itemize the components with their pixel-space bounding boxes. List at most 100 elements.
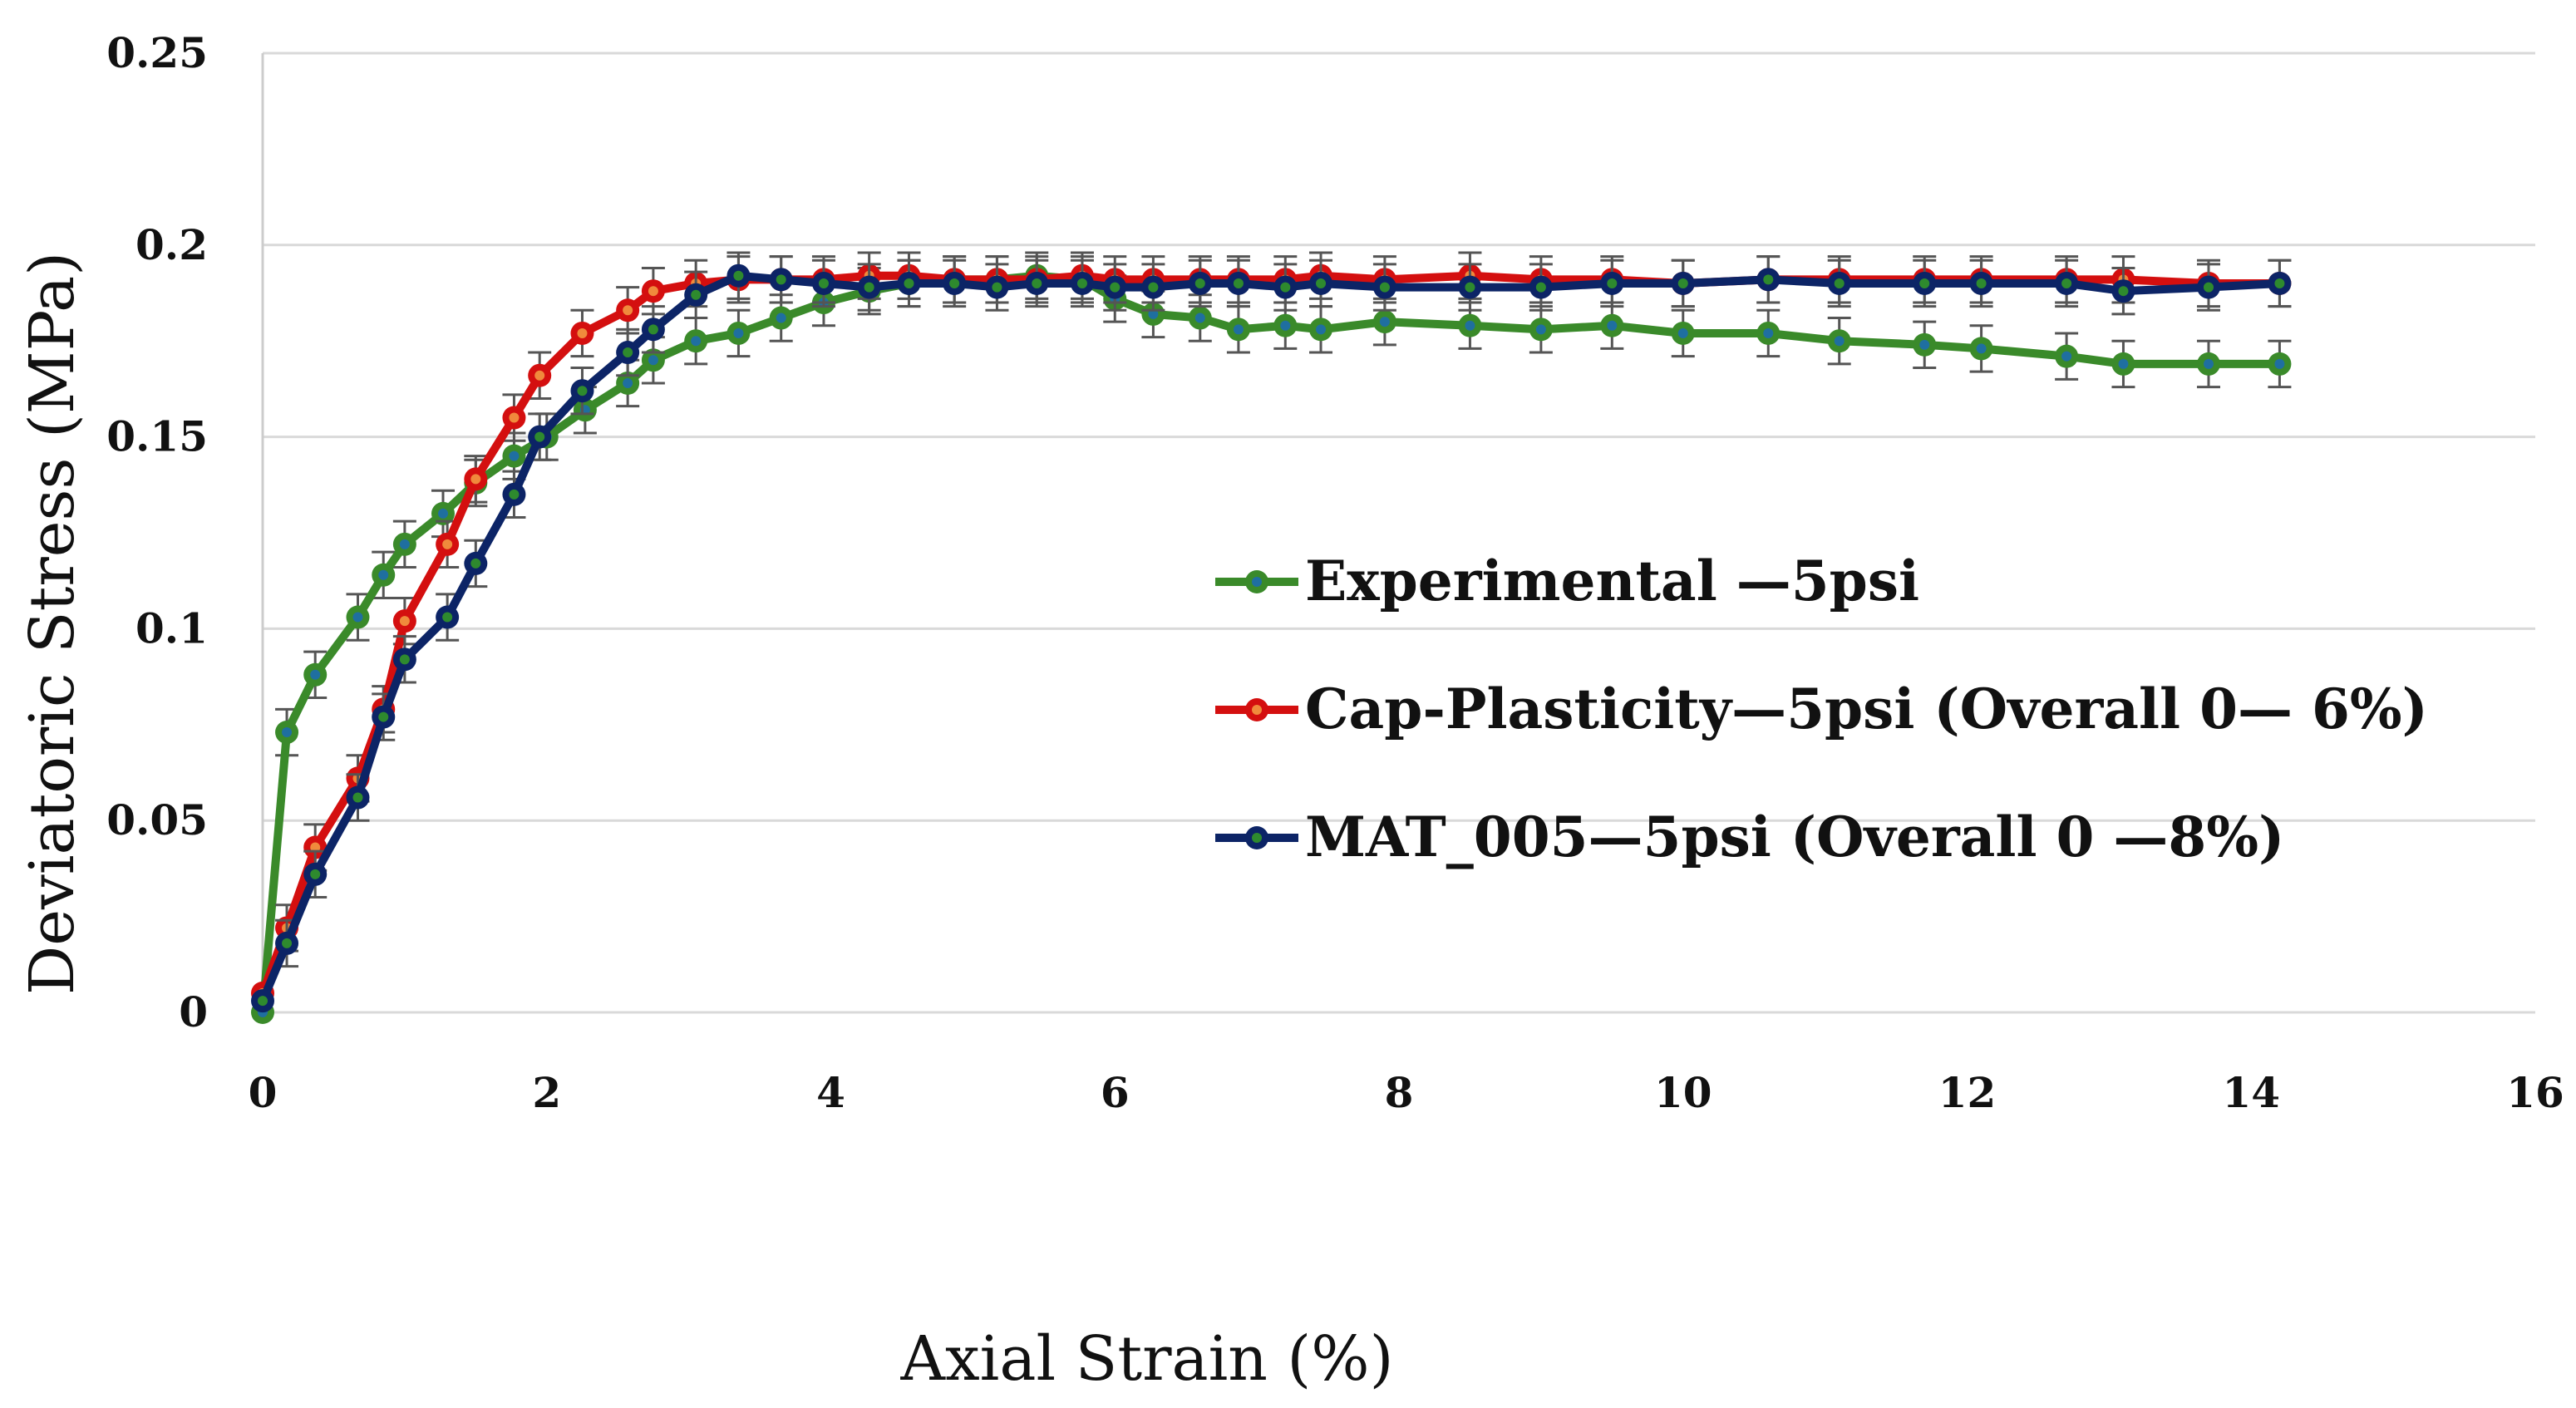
data-point <box>616 298 640 322</box>
legend-item-experimental: Experimental —5psi <box>1215 549 1919 613</box>
y-tick-label: 0 <box>179 987 208 1036</box>
data-point <box>436 605 460 629</box>
data-point <box>2055 344 2079 368</box>
data-point <box>1309 318 1333 342</box>
data-point <box>1458 275 1482 299</box>
series-line <box>259 271 2280 1013</box>
data-point <box>811 271 835 295</box>
data-point <box>1070 271 1094 295</box>
x-tick-label: 16 <box>2506 1068 2564 1117</box>
x-tick-label: 12 <box>1938 1068 1997 1117</box>
data-point <box>1141 302 1165 326</box>
data-point <box>616 341 640 365</box>
data-point <box>502 444 526 468</box>
data-point <box>436 532 460 556</box>
legend-item-mat-005: MAT_005—5psi (Overall 0 —8%) <box>1215 805 2284 869</box>
data-point <box>769 268 793 292</box>
data-point <box>1827 329 1851 353</box>
data-point <box>431 501 456 525</box>
data-point <box>2196 275 2220 299</box>
legend: Experimental —5psi Cap-Plasticity—5psi (… <box>1215 549 2428 869</box>
data-point <box>1273 313 1298 337</box>
gridlines <box>263 52 2535 1014</box>
data-point <box>303 862 328 886</box>
data-point <box>641 348 665 372</box>
x-tick-labels: 0 2 4 6 8 10 12 14 16 <box>249 1068 2564 1117</box>
data-point <box>346 605 370 629</box>
y-tick-label: 0.05 <box>106 795 208 844</box>
y-axis-label: Deviatoric Stress (MPa) <box>17 252 88 995</box>
legend-item-cap-plasticity: Cap-Plasticity—5psi (Overall 0— 6%) <box>1215 677 2428 741</box>
x-axis-label: Axial Strain (%) <box>900 1323 1394 1395</box>
data-point <box>684 283 708 307</box>
data-point <box>985 275 1009 299</box>
data-point <box>1969 337 1993 361</box>
data-point <box>1273 275 1298 299</box>
data-point <box>275 721 299 745</box>
data-point <box>1756 321 1781 345</box>
data-point <box>251 989 274 1013</box>
data-point <box>1188 271 1212 295</box>
data-point <box>641 279 665 303</box>
y-tick-label: 0.1 <box>135 603 208 652</box>
data-point <box>1529 318 1553 342</box>
data-point <box>1372 310 1396 334</box>
data-point <box>897 271 921 295</box>
data-point <box>303 835 328 859</box>
data-point <box>769 306 793 330</box>
data-point <box>1226 318 1250 342</box>
data-point <box>392 609 416 633</box>
data-point <box>1226 271 1250 295</box>
legend-label: MAT_005—5psi (Overall 0 —8%) <box>1305 805 2284 869</box>
data-point <box>2111 279 2135 303</box>
data-point <box>1600 271 1624 295</box>
data-point <box>1671 321 1695 345</box>
data-point <box>1969 271 1993 295</box>
data-point <box>372 563 396 587</box>
series-line <box>259 271 2280 1003</box>
data-point <box>2055 271 2079 295</box>
data-point <box>2268 352 2292 376</box>
x-tick-label: 10 <box>1654 1068 1712 1117</box>
data-point <box>346 785 370 810</box>
data-point <box>943 271 967 295</box>
data-point <box>570 379 594 403</box>
x-tick-label: 2 <box>532 1068 561 1117</box>
series-line <box>259 271 2280 995</box>
data-point <box>1188 306 1212 330</box>
data-point <box>303 662 328 687</box>
series-2 <box>251 251 2292 1013</box>
series-group <box>251 251 2292 1024</box>
data-point <box>1600 313 1624 337</box>
data-point <box>528 363 552 387</box>
series-0 <box>251 251 2292 1024</box>
data-point <box>1103 275 1127 299</box>
data-point <box>570 321 594 345</box>
legend-label: Cap-Plasticity—5psi (Overall 0— 6%) <box>1305 677 2428 741</box>
data-point <box>1309 271 1333 295</box>
data-point <box>2196 352 2220 376</box>
data-point <box>502 482 526 506</box>
data-point <box>1671 271 1695 295</box>
data-point <box>616 371 640 395</box>
data-point <box>1025 271 1049 295</box>
x-tick-label: 6 <box>1101 1068 1130 1117</box>
data-point <box>372 705 396 729</box>
y-tick-labels: 0 0.05 0.1 0.15 0.2 0.25 <box>106 28 208 1036</box>
data-point <box>1529 275 1553 299</box>
data-point <box>528 425 552 449</box>
data-point <box>1913 332 1937 357</box>
data-point <box>502 406 526 430</box>
data-point <box>727 263 751 288</box>
data-point <box>1141 275 1165 299</box>
y-tick-label: 0.25 <box>106 28 208 77</box>
y-tick-label: 0.15 <box>106 412 208 461</box>
x-tick-label: 4 <box>816 1068 845 1117</box>
data-point <box>2111 352 2135 376</box>
data-point <box>392 532 416 556</box>
data-point <box>392 647 416 672</box>
data-point <box>684 329 708 353</box>
data-point <box>2268 271 2292 295</box>
data-point <box>1913 271 1937 295</box>
